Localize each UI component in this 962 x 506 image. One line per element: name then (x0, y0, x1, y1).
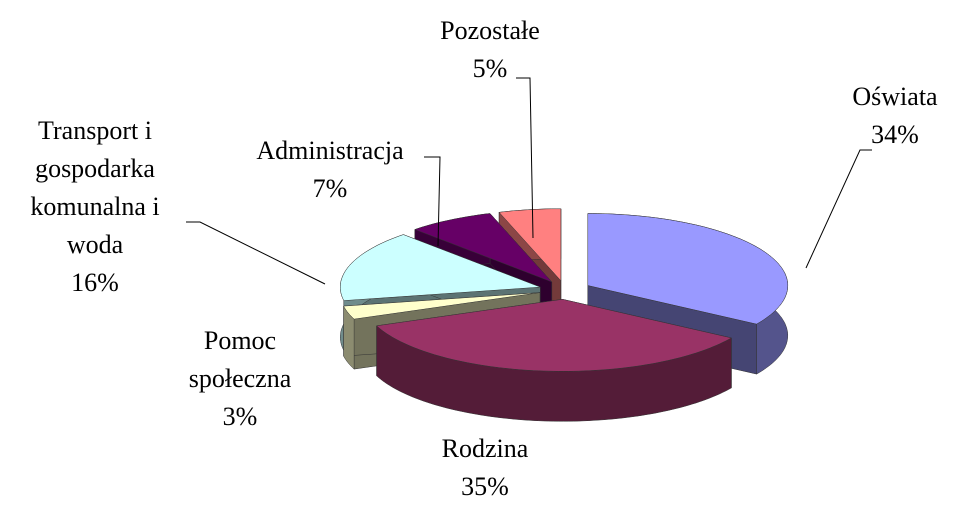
leader-line (186, 221, 326, 285)
category-name: Pomoc społeczna (188, 326, 292, 393)
slice (376, 298, 733, 422)
value-label: 35% (461, 472, 509, 501)
slice-top (343, 292, 541, 320)
slice-top (587, 213, 789, 325)
slice-top (340, 234, 541, 301)
slice-label: Pomoc społeczna 3% (165, 322, 315, 436)
slice-label: Administracja 7% (225, 132, 435, 208)
value-label: 3% (222, 402, 258, 431)
slice-top (376, 299, 733, 372)
category-name: Transport i gospodarka komunalna i woda (30, 116, 160, 259)
slice-label: Transport i gospodarka komunalna i woda 1… (5, 112, 185, 302)
category-name: Oświata (852, 82, 938, 111)
slice-top (498, 208, 562, 282)
leader-line (805, 149, 872, 269)
slice-label: Pozostałe 5% (410, 12, 570, 88)
leader-line (424, 156, 441, 247)
category-name: Pozostałe (440, 16, 540, 45)
slice-label: Oświata 34% (820, 78, 962, 154)
value-label: 16% (71, 268, 119, 297)
slice-top (414, 213, 552, 283)
leader-line (516, 77, 534, 239)
value-label: 5% (472, 54, 508, 83)
category-name: Administracja (256, 136, 404, 165)
value-label: 34% (871, 120, 919, 149)
category-name: Rodzina (441, 434, 529, 463)
slice-label: Rodzina 35% (410, 430, 560, 506)
value-label: 7% (312, 174, 348, 203)
